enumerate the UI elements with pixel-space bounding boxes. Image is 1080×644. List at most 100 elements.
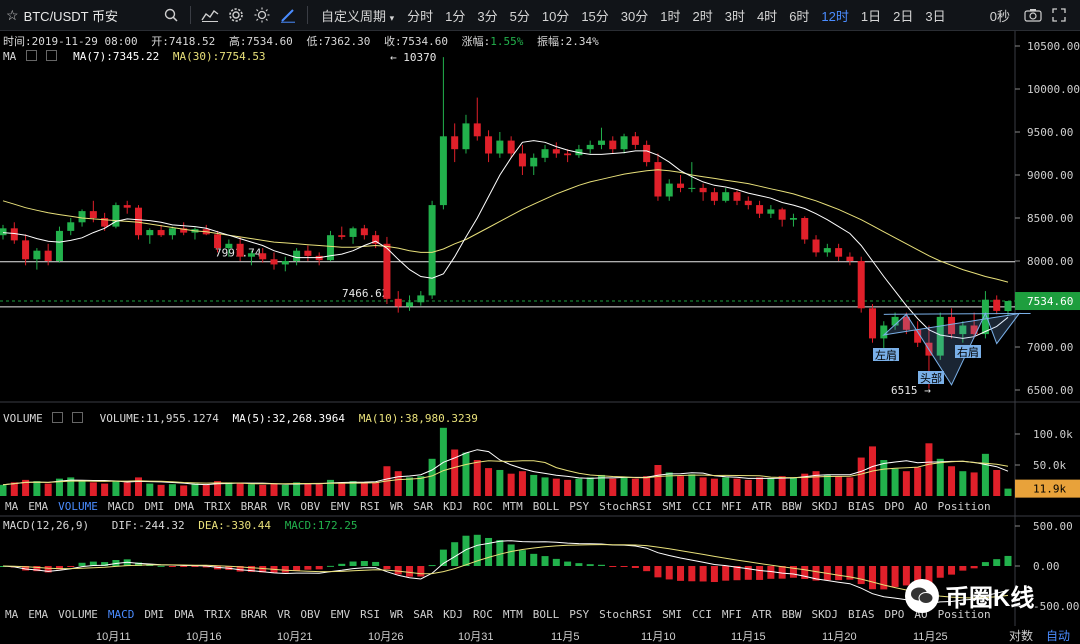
- indicator-tab-cci[interactable]: CCI: [691, 500, 712, 513]
- indicator-tab-atr[interactable]: ATR: [751, 608, 772, 621]
- indicator-tab-bbw[interactable]: BBW: [781, 500, 802, 513]
- indicator-tab-psy[interactable]: PSY: [569, 500, 590, 513]
- indicator-tab-mtm[interactable]: MTM: [502, 500, 523, 513]
- indicator-tab-skdj[interactable]: SKDJ: [811, 608, 838, 621]
- star-icon[interactable]: ☆: [6, 6, 19, 23]
- indicator-tab-ma[interactable]: MA: [5, 608, 19, 621]
- period-2[interactable]: 3分: [477, 8, 498, 24]
- indicator-tab-dma[interactable]: DMA: [174, 500, 195, 513]
- close-icon[interactable]: [45, 50, 57, 61]
- indicator-tab-mtm[interactable]: MTM: [502, 608, 523, 621]
- auto-scale-toggle[interactable]: 自动: [1046, 629, 1071, 643]
- indicator-tab-kdj[interactable]: KDJ: [443, 500, 463, 513]
- candle-body: [552, 149, 560, 154]
- indicator-tab-sar[interactable]: SAR: [413, 608, 434, 621]
- indicator-tab-volume[interactable]: VOLUME: [58, 500, 98, 513]
- indicator-tab-ao[interactable]: AO: [914, 500, 928, 513]
- period-12[interactable]: 12时: [821, 8, 849, 24]
- settings-icon[interactable]: [52, 412, 64, 423]
- volume-bar: [326, 479, 334, 496]
- period-9[interactable]: 3时: [724, 8, 745, 24]
- indicator-tab-obv[interactable]: OBV: [300, 500, 321, 513]
- period-11[interactable]: 6时: [789, 8, 810, 24]
- indicator-tab-obv[interactable]: OBV: [300, 608, 321, 621]
- fullscreen-icon[interactable]: [1046, 0, 1072, 30]
- indicator-tab-mfi[interactable]: MFI: [721, 608, 742, 621]
- indicator-tab-ma[interactable]: MA: [5, 500, 19, 513]
- indicator-tab-ema[interactable]: EMA: [28, 500, 49, 513]
- macd-histogram-bar: [586, 564, 594, 566]
- period-13[interactable]: 1日: [860, 8, 882, 24]
- candle-body: [744, 200, 752, 206]
- info-close: 收:7534.60: [384, 35, 449, 48]
- indicator-tab-rsi[interactable]: RSI: [360, 500, 380, 513]
- period-6[interactable]: 30分: [620, 8, 649, 24]
- indicator-tab-position[interactable]: Position: [937, 500, 991, 513]
- indicator-tab-wr[interactable]: WR: [390, 608, 404, 621]
- indicator-tab-emv[interactable]: EMV: [330, 500, 351, 513]
- indicator-tab-atr[interactable]: ATR: [751, 500, 772, 513]
- period-15[interactable]: 3日: [925, 8, 946, 24]
- indicator-tab-vr[interactable]: VR: [277, 608, 291, 621]
- draw-pen-icon[interactable]: [275, 0, 301, 30]
- period-3[interactable]: 5分: [509, 8, 530, 24]
- indicator-tab-trix[interactable]: TRIX: [204, 500, 231, 513]
- indicator-tab-dmi[interactable]: DMI: [144, 608, 165, 621]
- log-scale-toggle[interactable]: 对数: [1009, 629, 1034, 643]
- indicator-tab-bias[interactable]: BIAS: [847, 608, 875, 621]
- indicator-tab-cci[interactable]: CCI: [691, 608, 712, 621]
- theme-sun-icon[interactable]: [249, 0, 275, 30]
- indicator-tab-roc[interactable]: ROC: [473, 500, 493, 513]
- macd-histogram-bar: [67, 566, 75, 567]
- period-8[interactable]: 2时: [692, 8, 713, 24]
- indicator-tab-skdj[interactable]: SKDJ: [811, 500, 838, 513]
- indicator-tab-macd[interactable]: MACD: [107, 608, 135, 621]
- symbol-selector[interactable]: ☆ BTC/USDT 币安: [6, 6, 118, 25]
- period-4[interactable]: 10分: [541, 8, 570, 24]
- indicator-tab-macd[interactable]: MACD: [107, 500, 135, 513]
- indicator-tab-wr[interactable]: WR: [390, 500, 404, 513]
- indicator-tab-dpo[interactable]: DPO: [884, 500, 905, 513]
- macd-histogram-bar: [756, 566, 764, 580]
- indicator-tab-kdj[interactable]: KDJ: [443, 608, 463, 621]
- indicator-chart-icon[interactable]: [197, 0, 223, 30]
- period-0[interactable]: 分时: [407, 8, 434, 24]
- period-10[interactable]: 4时: [756, 8, 778, 24]
- indicator-tab-bbw[interactable]: BBW: [781, 608, 802, 621]
- indicator-tab-bias[interactable]: BIAS: [847, 500, 875, 513]
- indicator-tab-dmi[interactable]: DMI: [144, 500, 165, 513]
- indicator-tab-dma[interactable]: DMA: [174, 608, 195, 621]
- indicator-tab-stochrsi[interactable]: StochRSI: [599, 608, 653, 621]
- indicator-tab-position[interactable]: Position: [937, 608, 991, 621]
- indicator-tab-dpo[interactable]: DPO: [884, 608, 905, 621]
- indicator-tab-smi[interactable]: SMI: [662, 608, 682, 621]
- indicator-tab-smi[interactable]: SMI: [662, 500, 682, 513]
- search-icon[interactable]: [158, 0, 184, 30]
- indicator-tab-emv[interactable]: EMV: [330, 608, 351, 621]
- period-1[interactable]: 1分: [445, 8, 466, 24]
- gear-icon[interactable]: [223, 0, 249, 30]
- indicator-tab-sar[interactable]: SAR: [413, 500, 434, 513]
- indicator-tab-stochrsi[interactable]: StochRSI: [599, 500, 653, 513]
- period-14[interactable]: 2日: [893, 8, 914, 24]
- indicator-tab-mfi[interactable]: MFI: [721, 500, 742, 513]
- indicator-tab-roc[interactable]: ROC: [473, 608, 493, 621]
- indicator-tab-volume[interactable]: VOLUME: [58, 608, 98, 621]
- period-5[interactable]: 15分: [581, 8, 609, 24]
- indicator-tab-psy[interactable]: PSY: [569, 608, 590, 621]
- custom-period-dropdown[interactable]: 自定义周期 ▾: [314, 6, 401, 25]
- kline-chart[interactable]: 10500.00 10000.00 9500.00 9000.00 8500.00 800…: [0, 31, 1080, 643]
- indicator-tab-vr[interactable]: VR: [277, 500, 291, 513]
- indicator-tab-brar[interactable]: BRAR: [240, 608, 268, 621]
- close-icon[interactable]: [72, 412, 83, 423]
- camera-icon[interactable]: [1020, 0, 1046, 30]
- period-7[interactable]: 1时: [660, 8, 681, 24]
- indicator-tab-boll[interactable]: BOLL: [532, 608, 560, 621]
- volume-axis-label: 50.0k: [1033, 459, 1066, 472]
- settings-icon[interactable]: [25, 50, 37, 61]
- indicator-tab-rsi[interactable]: RSI: [360, 608, 380, 621]
- indicator-tab-brar[interactable]: BRAR: [240, 500, 268, 513]
- indicator-tab-boll[interactable]: BOLL: [532, 500, 560, 513]
- indicator-tab-trix[interactable]: TRIX: [204, 608, 231, 621]
- indicator-tab-ema[interactable]: EMA: [28, 608, 49, 621]
